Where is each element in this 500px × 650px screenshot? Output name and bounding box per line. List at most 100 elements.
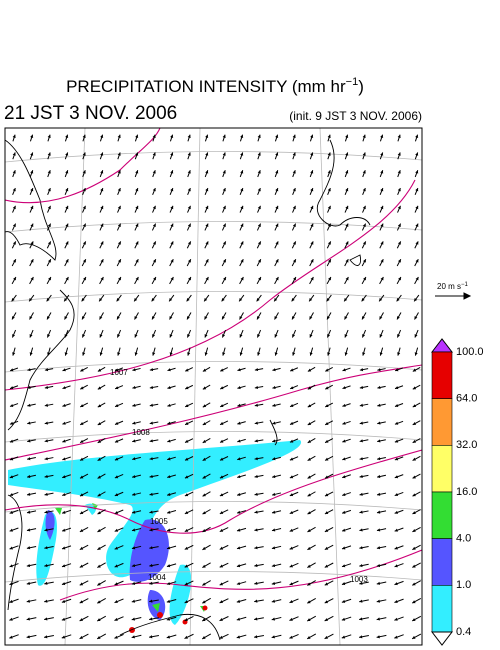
- wind-head: [219, 457, 224, 461]
- wind-head: [394, 582, 398, 586]
- wind-head: [184, 511, 189, 514]
- wind-head: [149, 439, 153, 443]
- wind-head: [167, 403, 171, 407]
- wind-head: [205, 223, 209, 227]
- wind-head: [149, 528, 153, 532]
- wind-head: [82, 352, 86, 356]
- colorbar-under: [430, 631, 454, 646]
- wind-head: [342, 386, 346, 390]
- wind-head: [257, 188, 261, 192]
- wind-head: [97, 422, 102, 425]
- wind-head: [345, 241, 349, 245]
- wind-head: [307, 493, 311, 497]
- wind-head: [79, 511, 84, 514]
- wind-head: [359, 563, 363, 568]
- wind-head: [219, 511, 224, 514]
- wind-head: [205, 205, 209, 210]
- wind-head: [9, 475, 14, 479]
- wind-head: [61, 564, 66, 568]
- wind-head: [361, 316, 365, 320]
- wind-head: [412, 368, 417, 372]
- wind-head: [327, 334, 331, 338]
- wind-head: [324, 635, 328, 639]
- wind-head: [80, 475, 84, 479]
- wind-head: [62, 439, 66, 443]
- wind-head: [185, 439, 189, 443]
- wind-head: [170, 188, 174, 192]
- colorbar-label: 32.0: [456, 439, 477, 451]
- wind-head: [219, 528, 224, 532]
- wind-head: [325, 404, 329, 408]
- wind-head: [131, 635, 135, 639]
- title-close: ): [358, 77, 364, 96]
- wind-head: [44, 528, 48, 532]
- wind-head: [114, 510, 119, 514]
- wind-head: [254, 421, 258, 425]
- wind-head: [324, 546, 329, 550]
- wind-head: [202, 618, 206, 622]
- wind-head: [380, 134, 384, 139]
- wind-head: [46, 298, 50, 302]
- wind-head: [149, 617, 153, 621]
- wind-head: [48, 276, 51, 281]
- wind-head: [221, 298, 225, 302]
- wind-head: [254, 546, 258, 550]
- wind-head: [309, 352, 313, 356]
- map-content: 1007 1008 1005 1004 1003: [5, 128, 422, 645]
- wind-head: [30, 188, 34, 192]
- wind-head: [345, 205, 349, 210]
- wind-head: [412, 404, 417, 408]
- wind-head: [380, 205, 384, 210]
- wind-head: [394, 457, 399, 461]
- wind-head: [184, 617, 188, 621]
- wind-head: [292, 170, 296, 174]
- wind-head: [62, 457, 66, 461]
- wind-head: [342, 510, 346, 514]
- wind-head: [257, 334, 261, 338]
- wind-head: [30, 276, 34, 281]
- wind-head: [377, 439, 381, 443]
- wind-head: [345, 152, 349, 156]
- wind-head: [240, 188, 244, 192]
- wind-head: [12, 152, 16, 156]
- wind-head: [44, 474, 48, 479]
- wind-head: [220, 439, 224, 443]
- wind-head: [272, 492, 276, 496]
- wind-head: [30, 205, 34, 210]
- wind-head: [117, 188, 121, 192]
- wind-head: [257, 170, 261, 174]
- wind-head: [204, 352, 208, 356]
- wind-head: [237, 528, 241, 532]
- wind-head: [187, 134, 191, 139]
- wind-head: [394, 546, 398, 550]
- wind-head: [26, 528, 31, 532]
- wind-head: [359, 421, 363, 425]
- wind-head: [117, 134, 121, 139]
- lon-line: [64, 128, 86, 645]
- wind-head: [65, 276, 69, 281]
- wind-head: [117, 352, 121, 356]
- wind-head: [341, 564, 346, 568]
- map-background: [5, 128, 422, 645]
- wind-head: [97, 529, 101, 532]
- wind-head: [219, 546, 224, 550]
- wind-head: [10, 368, 14, 372]
- map: 1007 1008 1005 1004 1003: [4, 127, 423, 646]
- wind-head: [167, 385, 171, 390]
- wind-head: [275, 259, 279, 263]
- wind-head: [202, 600, 206, 604]
- wind-head: [396, 298, 400, 302]
- wind-head: [47, 241, 51, 245]
- wind-head: [257, 259, 261, 263]
- wind-head: [380, 223, 384, 227]
- wind-head: [359, 635, 363, 639]
- wind-head: [236, 546, 241, 550]
- wind-head: [415, 205, 419, 210]
- wind-head: [202, 546, 206, 550]
- wind-head: [97, 600, 101, 604]
- wind-head: [272, 474, 276, 479]
- wind-head: [135, 134, 139, 139]
- wind-head: [345, 223, 349, 227]
- wind-head: [359, 403, 364, 407]
